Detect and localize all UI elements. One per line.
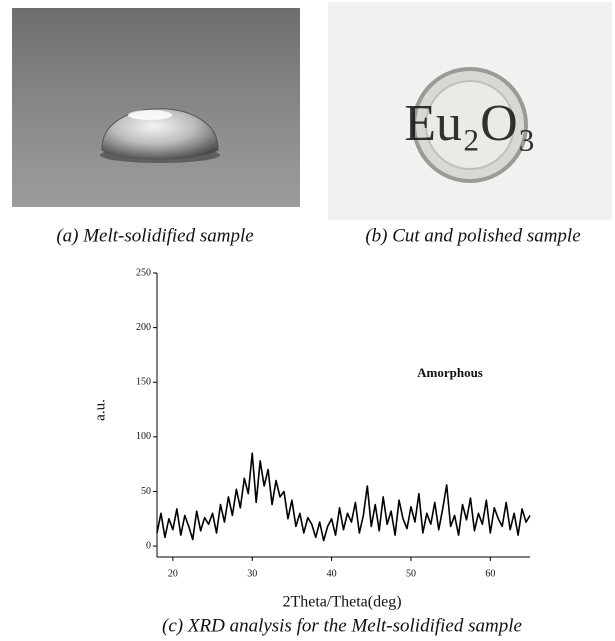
x-tick-label: 30 [247,568,257,579]
photo-text: Eu₂O₃ [404,95,536,152]
annotation: Amorphous [417,365,483,380]
x-tick-label: 40 [327,568,337,579]
y-tick-label: 250 [136,267,151,278]
y-axis-label: a.u. [92,399,108,421]
y-tick-label: 100 [136,431,151,442]
y-tick-label: 0 [146,540,151,551]
y-tick-label: 50 [141,486,151,497]
caption-a: (a) Melt-solidified sample [56,225,253,246]
x-axis-label: 2Theta/Theta(deg) [282,594,401,611]
y-tick-label: 200 [136,322,151,333]
photo-b: Eu₂O₃ [328,2,612,220]
photo-a [12,8,300,207]
data-line [156,452,531,542]
x-tick-label: 60 [485,568,495,579]
y-tick-label: 150 [136,377,151,388]
caption-b: (b) Cut and polished sample [365,225,580,246]
x-tick-label: 20 [168,568,178,579]
caption-c: (c) XRD analysis for the Melt-solidified… [162,615,522,636]
x-tick-label: 50 [406,568,416,579]
xrd-chart: 0 50 100 150 200 250 20 30 40 50 60 Amorphous a.u. 2T… [92,267,531,636]
